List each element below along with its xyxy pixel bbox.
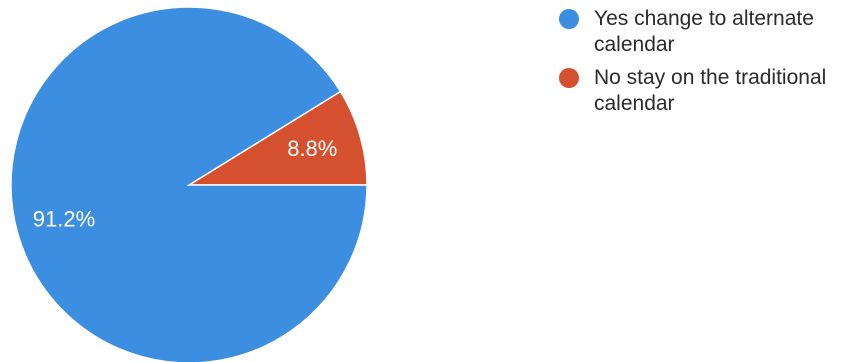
legend-label-yes: Yes change to alternate calendar [594, 7, 814, 56]
legend-item-no[interactable]: No stay on the traditional calendar [556, 65, 856, 117]
pie-chart: 8.8% 91.2% [10, 6, 368, 362]
pie-slice-yes[interactable] [10, 6, 368, 362]
slice-label-no: 8.8% [287, 136, 337, 161]
legend-swatch-no [559, 68, 579, 88]
legend-label-no: No stay on the traditional calendar [594, 66, 827, 115]
legend-item-yes[interactable]: Yes change to alternate calendar [556, 6, 856, 58]
slice-label-yes: 91.2% [33, 206, 95, 231]
pie-slice-no[interactable] [186, 90, 368, 186]
legend: Yes change to alternate calendar No stay… [556, 6, 856, 124]
legend-swatch-yes [559, 9, 579, 29]
